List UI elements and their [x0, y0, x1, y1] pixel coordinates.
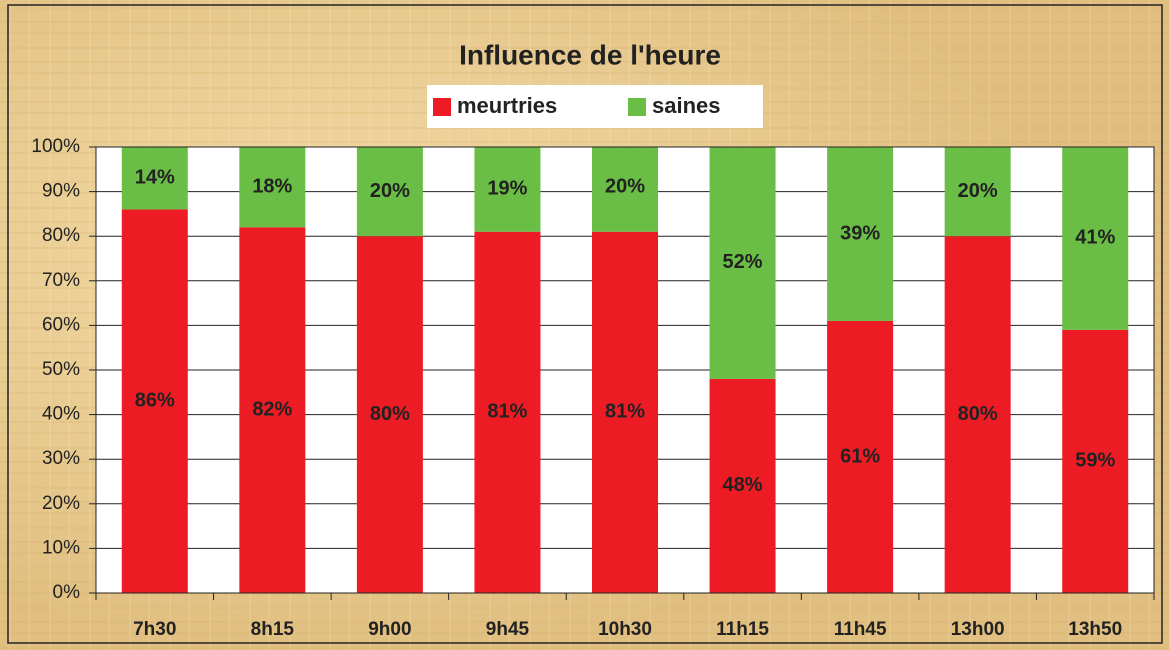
- bar-segment: [356, 147, 423, 237]
- legend-box: [427, 85, 763, 128]
- data-label: 39%: [840, 222, 880, 244]
- plot-border: [95, 146, 1155, 594]
- x-tick-label: 7h30: [133, 619, 176, 640]
- y-tick-label: 60%: [42, 314, 80, 335]
- data-label: 81%: [487, 401, 527, 423]
- y-tick-label: 100%: [31, 136, 80, 157]
- x-tick-label: 13h50: [1068, 619, 1122, 640]
- x-tick-label: 10h30: [598, 619, 652, 640]
- bar-segment: [1062, 147, 1129, 330]
- data-label: 20%: [605, 175, 645, 197]
- legend-label: meurtries: [457, 93, 557, 118]
- data-label: 41%: [1075, 227, 1115, 249]
- bar-segment: [121, 209, 188, 593]
- bar-segment: [1062, 329, 1129, 593]
- data-label: 14%: [135, 167, 175, 189]
- y-tick-label: 30%: [42, 448, 80, 469]
- y-tick-label: 10%: [42, 537, 80, 558]
- bar-segment: [827, 320, 894, 593]
- x-tick-label: 11h15: [716, 619, 769, 640]
- bar-segment: [827, 147, 894, 321]
- bar-segment: [709, 378, 776, 593]
- data-label: 20%: [958, 180, 998, 202]
- data-label: 59%: [1075, 450, 1115, 472]
- y-tick-label: 0%: [53, 582, 81, 603]
- data-label: 82%: [252, 398, 292, 420]
- data-label: 81%: [605, 401, 645, 423]
- x-tick-label: 8h15: [251, 619, 295, 640]
- bar-segment: [239, 227, 306, 593]
- bar-segment: [944, 236, 1011, 593]
- x-tick-label: 9h00: [368, 619, 411, 640]
- chart-border: [7, 4, 1163, 644]
- y-tick-label: 80%: [42, 225, 80, 246]
- x-tick-label: 9h45: [486, 619, 530, 640]
- y-tick-label: 70%: [42, 270, 80, 291]
- x-tick-label: 13h00: [951, 619, 1005, 640]
- bar-segment: [474, 147, 541, 232]
- bar-segment: [709, 147, 776, 379]
- y-tick-label: 50%: [42, 359, 80, 380]
- legend-swatch: [628, 98, 646, 116]
- data-label: 80%: [958, 403, 998, 425]
- data-label: 80%: [370, 403, 410, 425]
- bar-segment: [356, 236, 423, 593]
- data-label: 61%: [840, 445, 880, 467]
- bars: [121, 147, 1129, 593]
- legend-swatch: [433, 98, 451, 116]
- data-label: 20%: [370, 180, 410, 202]
- bar-segment: [474, 231, 541, 593]
- data-label: 18%: [252, 175, 292, 197]
- bar-segment: [239, 147, 306, 228]
- bar-segment: [121, 147, 188, 210]
- legend-label: saines: [652, 93, 721, 118]
- data-label: 86%: [135, 390, 175, 412]
- y-tick-label: 90%: [42, 181, 80, 202]
- chart-title: Influence de l'heure: [459, 39, 721, 70]
- data-label: 19%: [487, 178, 527, 200]
- bar-segment: [592, 231, 658, 593]
- y-tick-label: 40%: [42, 404, 80, 425]
- data-label: 48%: [723, 474, 763, 496]
- bar-segment: [592, 147, 658, 232]
- bar-segment: [944, 147, 1011, 237]
- y-tick-label: 20%: [42, 493, 80, 514]
- x-tick-label: 11h45: [834, 619, 887, 640]
- data-label: 52%: [723, 251, 763, 273]
